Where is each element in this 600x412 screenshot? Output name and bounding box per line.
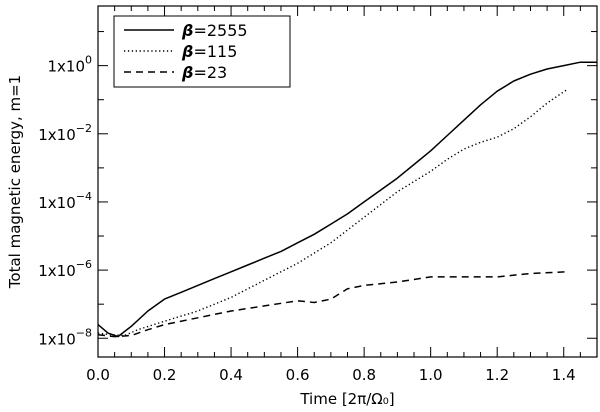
x-tick-label: 0.4 <box>219 366 243 384</box>
legend-label: β=23 <box>181 63 227 82</box>
y-tick-label: 1x10−6 <box>38 258 92 280</box>
legend-label: β=2555 <box>181 21 248 40</box>
x-axis-title: Time [2π/Ω₀] <box>299 390 394 408</box>
ticks-layer: 0.0 0.2 0.4 0.6 0.8 1.0 1.2 1.4 1x10−8 1x10−6 1x10… <box>38 6 597 384</box>
y-tick-label: 1x10−8 <box>38 326 92 348</box>
series-layer <box>97 61 597 338</box>
x-tick-label: 0.0 <box>86 366 110 384</box>
series-line-dotted <box>97 88 568 337</box>
x-tick-label: 1.4 <box>552 366 576 384</box>
x-tick-label: 0.2 <box>153 366 177 384</box>
y-tick-label: 1x10−4 <box>38 190 92 212</box>
x-tick-label: 0.8 <box>352 366 376 384</box>
legend-label: β=115 <box>181 42 237 61</box>
series-line-dashed <box>97 271 568 338</box>
y-tick-label: 1x10−2 <box>38 122 92 144</box>
series-line-solid <box>97 61 597 338</box>
legend-box <box>113 15 291 88</box>
x-tick-label: 0.6 <box>286 366 310 384</box>
y-tick-label: 1x100 <box>47 54 92 76</box>
y-axis-title: Total magnetic energy, m=1 <box>6 75 24 289</box>
legend: β=2555 β=115 β=23 <box>113 15 291 88</box>
x-tick-label: 1.0 <box>419 366 443 384</box>
x-tick-label: 1.2 <box>485 366 509 384</box>
